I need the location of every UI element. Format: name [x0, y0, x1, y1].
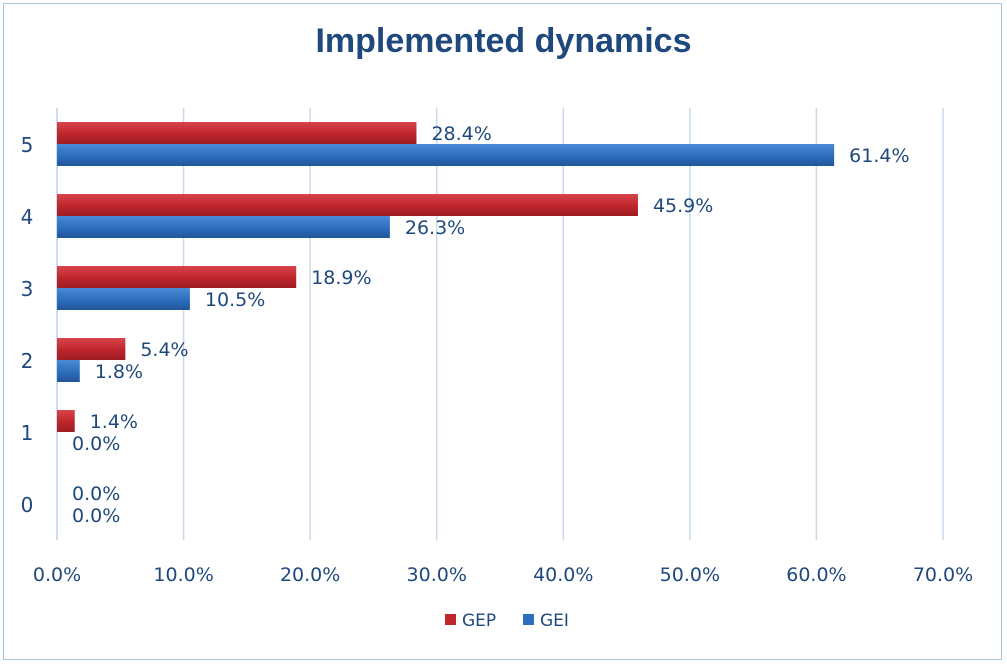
legend-swatch-gep	[445, 614, 456, 625]
x-tick-label: 60.0%	[786, 564, 846, 586]
data-label: 0.0%	[72, 505, 120, 527]
chart-title: Implemented dynamics	[315, 22, 692, 60]
data-label: 0.0%	[72, 433, 120, 455]
bar-gep	[57, 266, 297, 288]
x-tick-label: 10.0%	[153, 564, 213, 586]
data-label: 45.9%	[653, 195, 713, 217]
y-tick-label: 3	[21, 277, 34, 301]
chart-frame	[3, 3, 1002, 660]
y-tick-label: 4	[21, 205, 34, 229]
x-tick-label: 0.0%	[33, 564, 81, 586]
data-label: 1.8%	[95, 361, 143, 383]
bar-gep	[57, 194, 638, 216]
legend-label-gep: GEP	[462, 611, 496, 631]
data-label: 28.4%	[431, 123, 491, 145]
bar-gep	[57, 122, 417, 144]
x-tick-label: 30.0%	[407, 564, 467, 586]
y-tick-label: 5	[21, 133, 34, 157]
data-label: 5.4%	[140, 339, 188, 361]
x-tick-label: 20.0%	[280, 564, 340, 586]
bar-gei	[57, 216, 390, 238]
data-label: 10.5%	[205, 289, 265, 311]
x-tick-label: 70.0%	[913, 564, 973, 586]
bar-gei	[57, 360, 80, 382]
data-label: 26.3%	[405, 217, 465, 239]
legend-label-gei: GEI	[540, 611, 569, 631]
data-label: 18.9%	[311, 267, 371, 289]
data-label: 0.0%	[72, 483, 120, 505]
y-tick-label: 1	[21, 421, 34, 445]
x-tick-label: 40.0%	[533, 564, 593, 586]
data-label: 61.4%	[849, 145, 909, 167]
x-tick-label: 50.0%	[660, 564, 720, 586]
bar-gep	[57, 410, 75, 432]
y-tick-label: 2	[21, 349, 34, 373]
bar-gei	[57, 288, 190, 310]
bar-gep	[57, 338, 126, 360]
legend-swatch-gei	[523, 614, 534, 625]
y-tick-label: 0	[21, 493, 34, 517]
bar-gei	[57, 144, 835, 166]
data-label: 1.4%	[90, 411, 138, 433]
